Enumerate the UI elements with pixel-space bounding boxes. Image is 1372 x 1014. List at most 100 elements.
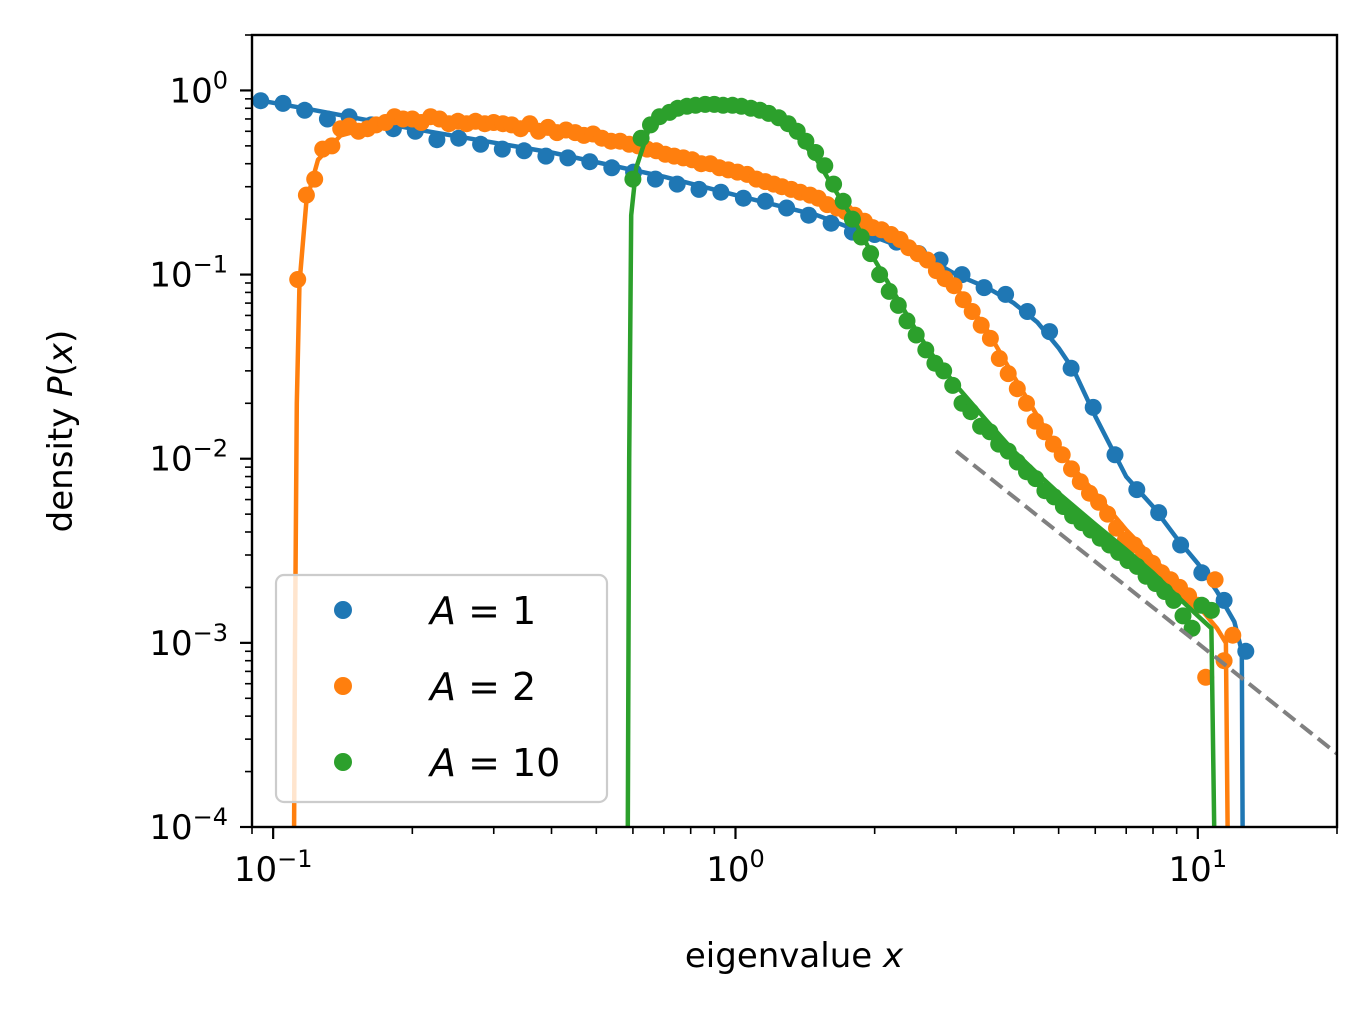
legend-marker-a-1: [334, 601, 352, 619]
data-point-a-1-43: [1193, 564, 1211, 582]
data-point-a-2-76: [972, 316, 990, 334]
data-point-a-2-80: [1008, 380, 1026, 398]
data-point-a-10-25: [852, 228, 870, 246]
data-point-a-1-2: [296, 101, 314, 119]
data-point-a-1-3: [318, 110, 336, 128]
data-point-a-10-1: [632, 129, 650, 147]
data-point-a-10-34: [935, 362, 953, 380]
data-point-a-1-24: [778, 199, 796, 217]
data-point-a-2-81: [1018, 394, 1035, 412]
data-point-a-2-75: [963, 303, 981, 320]
data-point-a-1-35: [1018, 303, 1036, 320]
data-point-a-1-44: [1215, 591, 1233, 609]
data-point-a-1-12: [515, 142, 533, 160]
data-point-a-10-22: [825, 175, 843, 193]
data-point-a-1-25: [800, 206, 818, 224]
data-point-a-2-89: [1090, 493, 1108, 511]
legend-label-a-2: A = 2: [427, 665, 536, 709]
legend-marker-a-10: [334, 753, 352, 771]
plot-area: [252, 92, 1337, 827]
legend: A = 1 A = 2 A = 10: [274, 573, 609, 804]
plot-frame: [250, 33, 1339, 829]
data-point-a-2-90: [1099, 505, 1117, 523]
data-point-a-1-23: [756, 192, 774, 210]
data-point-a-1-8: [428, 131, 446, 149]
data-point-a-1-41: [1150, 504, 1168, 522]
data-point-a-2-77: [981, 329, 999, 347]
data-point-a-1-11: [493, 140, 511, 158]
data-point-a-1-26: [822, 214, 840, 232]
y-axis-label: density P(x): [41, 330, 81, 533]
legend-label-a-1: A = 1: [427, 589, 536, 633]
x-tick-label-0: 10−1: [234, 845, 313, 890]
data-point-a-2-86: [1063, 460, 1080, 478]
data-point-a-1-40: [1128, 481, 1146, 499]
legend-marker-a-2: [334, 677, 352, 695]
data-point-a-2-1: [297, 186, 315, 204]
data-point-a-10-29: [889, 296, 907, 314]
data-point-a-2-0: [289, 271, 307, 288]
data-point-a-10-24: [843, 210, 861, 228]
data-point-a-10-63: [1202, 601, 1220, 619]
data-point-a-1-18: [646, 170, 664, 188]
data-point-a-10-30: [898, 312, 916, 330]
data-point-a-10-23: [834, 192, 852, 210]
data-point-a-10-19: [797, 132, 815, 150]
data-point-a-1-34: [997, 285, 1015, 303]
legend-label-a-10: A = 10: [427, 741, 560, 785]
data-point-a-1-0: [252, 92, 270, 110]
data-point-a-10-20: [807, 144, 825, 161]
data-point-a-1-33: [975, 279, 993, 297]
data-point-a-1-14: [559, 149, 577, 167]
data-point-a-1-37: [1062, 359, 1080, 377]
legend-box: [274, 573, 609, 804]
data-point-a-1-42: [1172, 536, 1190, 554]
data-point-a-2-74: [954, 291, 972, 309]
data-point-a-10-39: [981, 423, 999, 441]
data-point-a-1-19: [668, 175, 686, 193]
data-point-a-2-73: [945, 277, 963, 295]
data-point-a-1-45: [1237, 642, 1255, 660]
data-point-a-2-102: [1206, 571, 1224, 589]
data-point-a-1-15: [581, 153, 599, 171]
data-point-a-10-44: [1027, 470, 1045, 488]
data-point-a-1-36: [1041, 323, 1059, 341]
data-point-a-2-78: [990, 350, 1008, 367]
data-point-a-10-32: [917, 341, 935, 359]
data-point-a-2-104: [1224, 626, 1242, 644]
x-tick-label-1: 100: [706, 845, 765, 890]
data-point-a-10-60: [1174, 607, 1192, 625]
data-point-a-1-39: [1106, 446, 1124, 464]
data-point-a-10-28: [880, 282, 898, 300]
data-point-a-1-21: [712, 183, 730, 201]
data-point-a-2-79: [999, 365, 1017, 383]
x-tick-label-2: 101: [1169, 845, 1228, 890]
data-point-a-10-21: [816, 157, 834, 175]
y-tick-label-3: 10−3: [149, 619, 228, 664]
data-point-a-10-59: [1165, 591, 1183, 609]
data-point-a-1-38: [1084, 398, 1102, 416]
data-point-a-1-13: [537, 147, 555, 165]
axes: 10−1 100 101 100 10−1 10−2 10−3 10−4: [149, 34, 1338, 890]
data-point-a-10-31: [907, 326, 925, 344]
data-point-a-2-2: [306, 170, 324, 188]
data-point-a-1-1: [274, 94, 292, 112]
y-tick-label-1: 10−1: [149, 251, 228, 296]
data-point-a-1-22: [734, 189, 752, 207]
data-point-a-1-10: [472, 135, 490, 153]
data-point-a-1-20: [690, 180, 708, 198]
data-point-a-10-0: [624, 170, 642, 188]
data-point-a-1-16: [603, 159, 621, 177]
series-line-reference-3: [954, 449, 1337, 756]
data-point-a-2-103: [1215, 652, 1233, 670]
data-point-a-2-87: [1071, 473, 1089, 491]
y-tick-label-2: 10−2: [149, 435, 228, 480]
data-point-a-10-61: [1183, 619, 1201, 637]
data-point-a-10-27: [871, 266, 889, 284]
data-point-a-10-35: [944, 376, 962, 394]
data-point-a-10-26: [862, 245, 880, 263]
data-point-a-2-4: [323, 137, 341, 155]
data-point-a-2-91: [1108, 519, 1125, 537]
